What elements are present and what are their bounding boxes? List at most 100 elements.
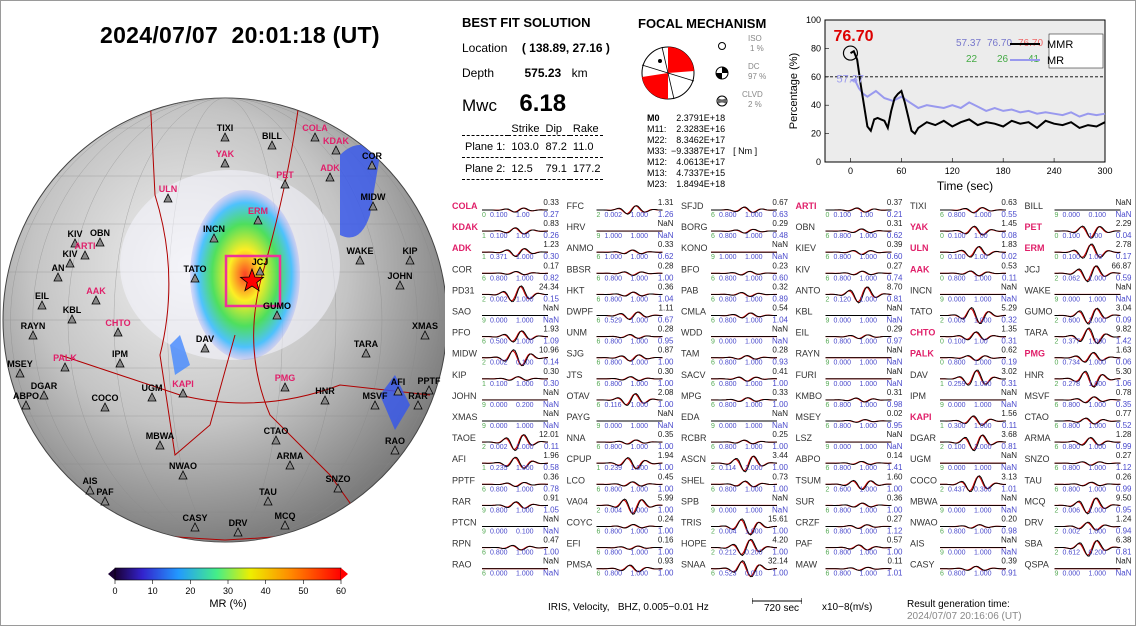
observed-trace [940, 475, 1006, 493]
mt-unit [727, 179, 759, 190]
mr-value: 1.00 [658, 527, 674, 536]
map-station-gumo: GUMO [263, 301, 291, 320]
mt-row: M12: 4.0613E+17 [645, 157, 759, 168]
quality-flag: 9 [826, 444, 830, 451]
quality-flag: 2 [1055, 550, 1059, 557]
mr-value: 0.21 [887, 210, 903, 219]
quality-flag: 6 [597, 402, 601, 409]
amplitude-value: 0.23 [772, 261, 788, 270]
x-tick-label: 60 [896, 166, 906, 176]
waveform-dav: DAV 3.02 0.31 1 0.259 1.000 [910, 367, 1018, 388]
amplitude-value: 3.13 [1001, 472, 1017, 481]
weight-b: 1.000 [974, 444, 992, 451]
weight-b: 1.000 [745, 360, 763, 367]
mr-value: 0.67 [658, 316, 674, 325]
footer-scale: 720 sec [752, 603, 799, 614]
waveform-afi: AFI 1.96 0.58 1 0.235 1.000 [452, 451, 560, 472]
station-name: CTAO [1025, 412, 1049, 422]
weight-a: 0.120 [834, 296, 852, 303]
station-triangle-icon [95, 237, 105, 247]
observed-trace [596, 439, 663, 445]
map-station-label: KBL [63, 305, 82, 315]
amplitude-value: 6.38 [1116, 536, 1132, 545]
weight-a: 0.000 [490, 402, 508, 409]
nodal-planes-table: Strike Dip Rake Plane 1: 103.0 87.2 11.0… [462, 123, 604, 180]
weight-b: 1.000 [860, 529, 878, 536]
station-name: NNA [567, 433, 586, 443]
mr-value: NaN [543, 400, 559, 409]
mr-value: NaN [1115, 569, 1131, 578]
observed-trace [1054, 351, 1121, 363]
weight-b: 1.000 [974, 507, 992, 514]
quality-flag: 9 [940, 507, 944, 514]
quality-flag: 0 [940, 360, 944, 367]
amplitude-value: 1.63 [1116, 346, 1132, 355]
observed-trace [596, 376, 663, 382]
observed-trace [711, 228, 777, 234]
waveform-kdak: KDAK 0.83 0.26 1 0.100 1.00 [452, 219, 560, 240]
mr-value: 1.00 [658, 358, 674, 367]
observed-trace [825, 397, 892, 403]
station-triangle-icon [368, 201, 378, 211]
amplitude-value: 1.23 [543, 240, 559, 249]
map-station-chto: CHTO [105, 318, 131, 337]
station-name: RCBR [681, 433, 707, 443]
amplitude-value: 0.83 [543, 219, 559, 228]
station-name: KIP [452, 370, 467, 380]
station-name: DGAR [910, 433, 937, 443]
waveform-gumo: GUMO 3.04 0.09 2 0.600 1.000 [1025, 304, 1132, 325]
weight-a: 0.437 [948, 486, 966, 493]
weight-a: 0.800 [719, 381, 737, 388]
mr-value: 0.31 [1001, 379, 1017, 388]
x-tick-label: 120 [945, 166, 960, 176]
mt-row: M13: 4.7337E+15 [645, 168, 759, 179]
mr-value: 1.42 [1116, 337, 1132, 346]
map-station-label: BILL [262, 131, 282, 141]
station-name: EDA [681, 412, 700, 422]
mr-value: 0.30 [543, 252, 559, 261]
waveform-tsum: TSUM 1.60 1.00 2 0.600 1.000 [796, 472, 904, 493]
weight-b: 1.000 [631, 381, 649, 388]
event-datetime: 2024/07/07 20:01:18 (UT) [100, 22, 380, 48]
amplitude-value: 1.28 [1116, 430, 1132, 439]
station-name: PMSA [567, 560, 593, 570]
amplitude-value: 0.87 [658, 346, 674, 355]
solution-header: BEST FIT SOLUTION [462, 15, 591, 30]
weight-a: 0.100 [1063, 254, 1081, 261]
station-name: KMBO [796, 391, 823, 401]
quality-flag: 9 [826, 381, 830, 388]
mt-row: M33: −9.3387E+17 [ Nm ] [645, 146, 759, 157]
observed-trace [825, 524, 892, 530]
quality-flag: 6 [826, 507, 830, 514]
quality-flag: 2 [1055, 275, 1059, 282]
quality-flag: 6 [597, 571, 601, 578]
amplitude-value: 0.93 [658, 557, 674, 566]
weight-a: 1.000 [605, 254, 623, 261]
observed-trace [711, 439, 777, 445]
quality-flag: 6 [826, 529, 830, 536]
weight-b: 1.000 [1089, 339, 1107, 346]
waveform-shel: SHEL 0.73 1.00 6 0.800 1.000 [681, 472, 789, 493]
result-generation: Result generation time: 2024/07/07 20:16… [907, 599, 1022, 623]
map-station-label: YAK [216, 149, 235, 159]
station-name: XMAS [452, 412, 478, 422]
amplitude-value: 0.54 [772, 304, 788, 313]
waveform-grid: COLA 0.33 0.27 0 0.100 1.00 KDAK 0.83 0.26 1 0.100… [452, 198, 1132, 578]
mt-name: M13: [647, 168, 668, 178]
x-tick-label: 0 [848, 166, 853, 176]
legend-mmr: MMR [1047, 39, 1073, 51]
mt-value: 4.7337E+15 [676, 168, 726, 178]
quality-flag: 2 [482, 444, 486, 451]
station-triangle-icon [424, 385, 434, 395]
waveform-lco: LCO 0.45 1.00 6 0.800 1.000 [567, 472, 675, 493]
waveform-hkt: HKT 0.36 1.04 6 0.800 1.000 [567, 282, 675, 303]
weight-b: 1.000 [516, 465, 534, 472]
weight-b: 1.000 [631, 444, 649, 451]
map-station-ctao: CTAO [264, 426, 288, 445]
observed-trace [596, 271, 663, 276]
map-station-kip: KIP [402, 246, 418, 265]
weight-b: 1.000 [974, 360, 992, 367]
time-scale-bar [752, 598, 802, 604]
station-name: COYC [567, 518, 594, 528]
map-station-tara: TARA [354, 339, 379, 358]
